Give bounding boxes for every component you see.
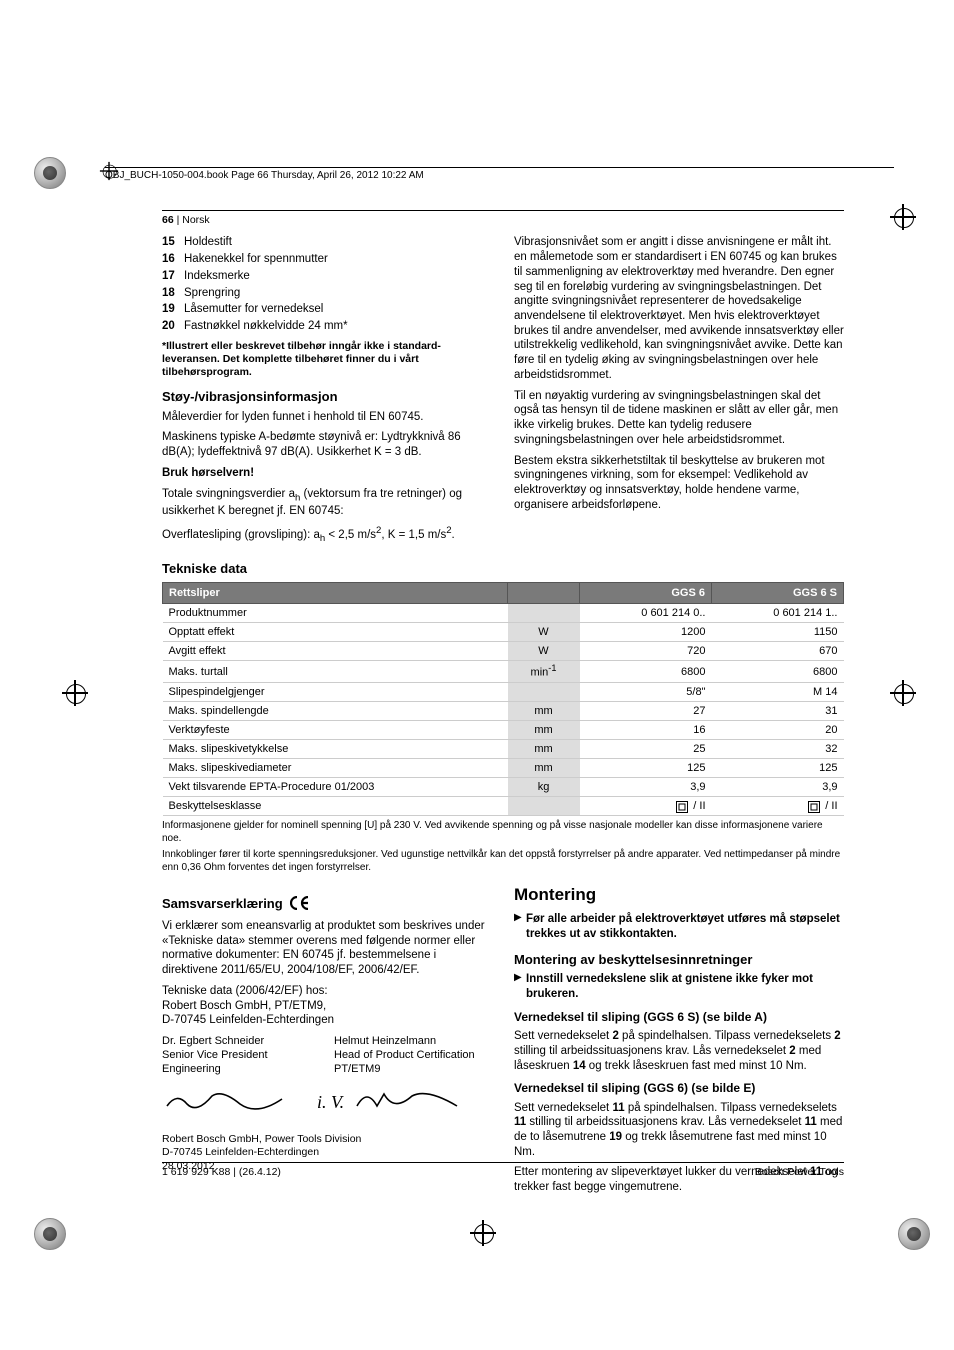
parts-list-item: 16Hakenekkel for spennmutter [162,252,492,267]
table-row: Produktnummer0 601 214 0..0 601 214 1.. [163,603,844,622]
rivet-bottom-right [898,1218,930,1250]
document-header: OBJ_BUCH-1050-004.book Page 66 Thursday,… [105,167,894,181]
svg-text:i. V.: i. V. [317,1092,344,1112]
accessory-note: *Illustrert eller beskrevet tilbehør inn… [162,340,492,379]
table-row: Maks. turtallmin-168006800 [163,661,844,683]
crop-mark-right [890,680,916,706]
parts-list: 15Holdestift 16Hakenekkel for spennmutter… [162,235,492,333]
mounting-para-2: Sett vernedekselet 11 på spindelhalsen. … [514,1101,844,1160]
noise-para-3: Totale svingningsverdier ah (vektorsum f… [162,487,492,519]
table-row: Slipespindelgjenger5/8"M 14 [163,682,844,701]
table-footnote-1: Informasjonene gjelder for nominell spen… [162,820,844,845]
signatures-image: i. V. [162,1084,492,1123]
technical-data-heading: Tekniske data [162,561,844,578]
warning-bullet-1: ▶ Før alle arbeider på elektroverktøyet … [514,912,844,941]
page-number-label: 66 | Norsk [162,210,844,227]
triangle-icon: ▶ [514,972,526,1001]
table-row: Verktøyfestemm1620 [163,721,844,740]
mounting-subheading-1: Montering av beskyttelsesinnretninger [514,952,844,969]
table-row: Beskyttelsesklasse / II / II [163,797,844,816]
signatory-block: Dr. Egbert Schneider Senior Vice Preside… [162,1034,492,1076]
warning-bullet-2: ▶ Innstill vernedekslene slik at gnisten… [514,972,844,1001]
table-row: Vekt tilsvarende EPTA-Procedure 01/2003k… [163,778,844,797]
noise-para-4: Overflatesliping (grovsliping): ah < 2,5… [162,525,492,545]
mounting-subheading-2: Vernedeksel til sliping (GGS 6 S) (se bi… [514,1010,844,1025]
vibration-para-1: Vibrasjonsnivået som er angitt i disse a… [514,235,844,382]
declaration-para-2: Tekniske data (2006/42/EF) hos:Robert Bo… [162,984,492,1028]
table-row: Maks. slipeskivediametermm125125 [163,759,844,778]
declaration-para-1: Vi erklærer som eneansvarlig at produkte… [162,919,492,978]
crop-mark-left [62,680,88,706]
parts-list-item: 19Låsemutter for vernedeksel [162,302,492,317]
page-language: | Norsk [177,214,210,226]
parts-list-item: 15Holdestift [162,235,492,250]
signatory-2-title: Head of Product Certification [334,1048,492,1062]
signatory-1-dept: Engineering [162,1062,320,1076]
hearing-protection-warning: Bruk hørselvern! [162,467,254,479]
table-row: Maks. spindellengdemm2731 [163,702,844,721]
signatory-2-dept: PT/ETM9 [334,1062,492,1076]
ce-mark [290,895,312,912]
signatory-1-name: Dr. Egbert Schneider [162,1034,320,1048]
footer-doc-id: 1 619 929 K88 | (26.4.12) [162,1166,281,1178]
rivet-bottom-left [34,1218,66,1250]
parts-list-item: 17Indeksmerke [162,269,492,284]
noise-heading: Støy-/vibrasjonsinformasjon [162,389,492,406]
signatory-2-name: Helmut Heinzelmann [334,1034,492,1048]
crop-mark-top-right [890,204,916,230]
vibration-para-3: Bestem ekstra sikkerhetstiltak til besky… [514,454,844,513]
signatory-1-title: Senior Vice President [162,1048,320,1062]
table-row: Maks. slipeskivetykkelsemm2532 [163,740,844,759]
mounting-heading: Montering [514,884,844,906]
rivet-top-left [34,157,66,189]
vibration-para-2: Til en nøyaktig vurdering av svingningsb… [514,389,844,448]
noise-para-1: Måleverdier for lyden funnet i henhold t… [162,410,492,425]
noise-para-2: Maskinens typiske A-bedømte støynivå er:… [162,430,492,459]
parts-list-item: 20Fastnøkkel nøkkelvidde 24 mm* [162,319,492,334]
mounting-para-1: Sett vernedekselet 2 på spindelhalsen. T… [514,1029,844,1073]
footer-brand: Bosch Power Tools [755,1166,844,1178]
triangle-icon: ▶ [514,912,526,941]
page-number: 66 [162,214,174,226]
table-footnote-2: Innkoblinger fører til korte spenningsre… [162,849,844,874]
crop-mark-bottom [470,1220,496,1246]
declaration-heading: Samsvarserklæring [162,894,492,914]
parts-list-item: 18Sprengring [162,286,492,301]
technical-data-table: RettsliperGGS 6GGS 6 SProduktnummer0 601… [162,582,844,817]
table-row: Opptatt effektW12001150 [163,623,844,642]
page-footer: 1 619 929 K88 | (26.4.12) Bosch Power To… [162,1162,844,1178]
table-row: Avgitt effektW720670 [163,642,844,661]
mounting-subheading-3: Vernedeksel til sliping (GGS 6) (se bild… [514,1081,844,1096]
